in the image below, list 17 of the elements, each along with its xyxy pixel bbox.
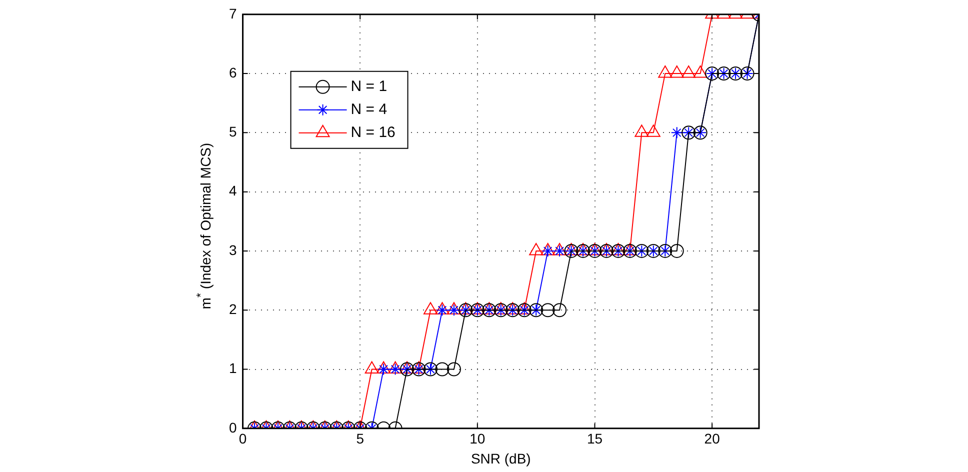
- y-tick-label: 0: [228, 419, 237, 436]
- y-tick-label: 3: [228, 242, 237, 258]
- y-tick-label: 1: [228, 360, 237, 376]
- x-axis-title: SNR (dB): [470, 450, 531, 466]
- x-tick-label: 15: [586, 430, 603, 447]
- y-tick-label: 4: [228, 182, 237, 199]
- y-tick-label: 5: [228, 124, 237, 140]
- legend-label: N = 4: [350, 101, 388, 118]
- x-tick-label: 10: [470, 430, 486, 447]
- x-tick-label: 0: [238, 430, 247, 447]
- x-tick-label: 20: [704, 430, 720, 447]
- legend-label: N = 1: [350, 78, 388, 96]
- y-tick-label: 7: [228, 5, 237, 22]
- y-tick-label: 6: [228, 64, 237, 80]
- x-tick-label: 5: [356, 430, 364, 447]
- y-tick-label: 2: [228, 300, 237, 317]
- legend-label: N = 16: [350, 124, 396, 142]
